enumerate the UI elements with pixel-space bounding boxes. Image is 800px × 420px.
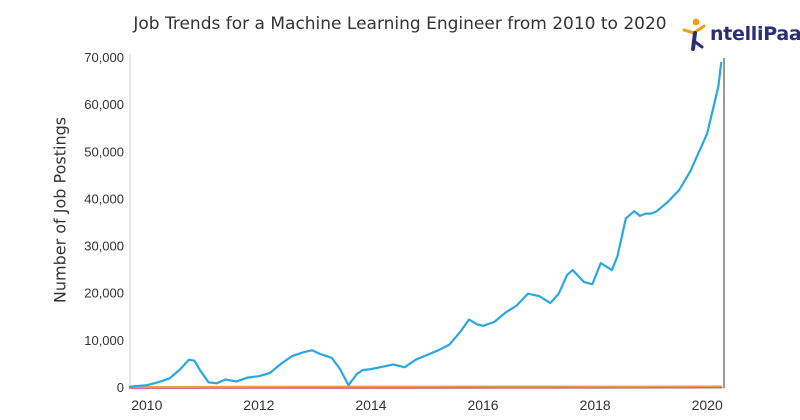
y-ticks: 0 10,000 20,000 30,000 40,000 50,000 60,000 70,… (84, 50, 124, 395)
y-tick-label: 30,000 (84, 239, 124, 254)
x-ticks: 2010 2012 2014 2016 2018 2020 (131, 397, 723, 413)
y-tick-label: 40,000 (84, 191, 124, 206)
series-line (128, 61, 723, 388)
series-layer (128, 61, 723, 389)
x-tick-label: 2012 (243, 397, 274, 413)
logo-figure-icon (682, 18, 706, 51)
y-tick-label: 10,000 (84, 333, 124, 348)
y-tick-label: 70,000 (84, 50, 124, 65)
x-tick-label: 2018 (580, 397, 611, 413)
axes (129, 54, 725, 389)
y-tick-label: 20,000 (84, 286, 124, 301)
x-tick-label: 2014 (355, 397, 386, 413)
y-tick-label: 60,000 (84, 97, 124, 112)
x-tick-label: 2020 (692, 397, 723, 413)
logo-text: ntelliPaat (710, 23, 800, 45)
series-line (129, 385, 723, 389)
intellipaat-logo: ntelliPaat (680, 16, 800, 52)
x-tick-label: 2016 (467, 397, 498, 413)
y-tick-label: 0 (117, 380, 124, 395)
y-tick-label: 50,000 (84, 144, 124, 159)
chart-title: Job Trends for a Machine Learning Engine… (133, 14, 667, 34)
x-tick-label: 2010 (131, 397, 162, 413)
